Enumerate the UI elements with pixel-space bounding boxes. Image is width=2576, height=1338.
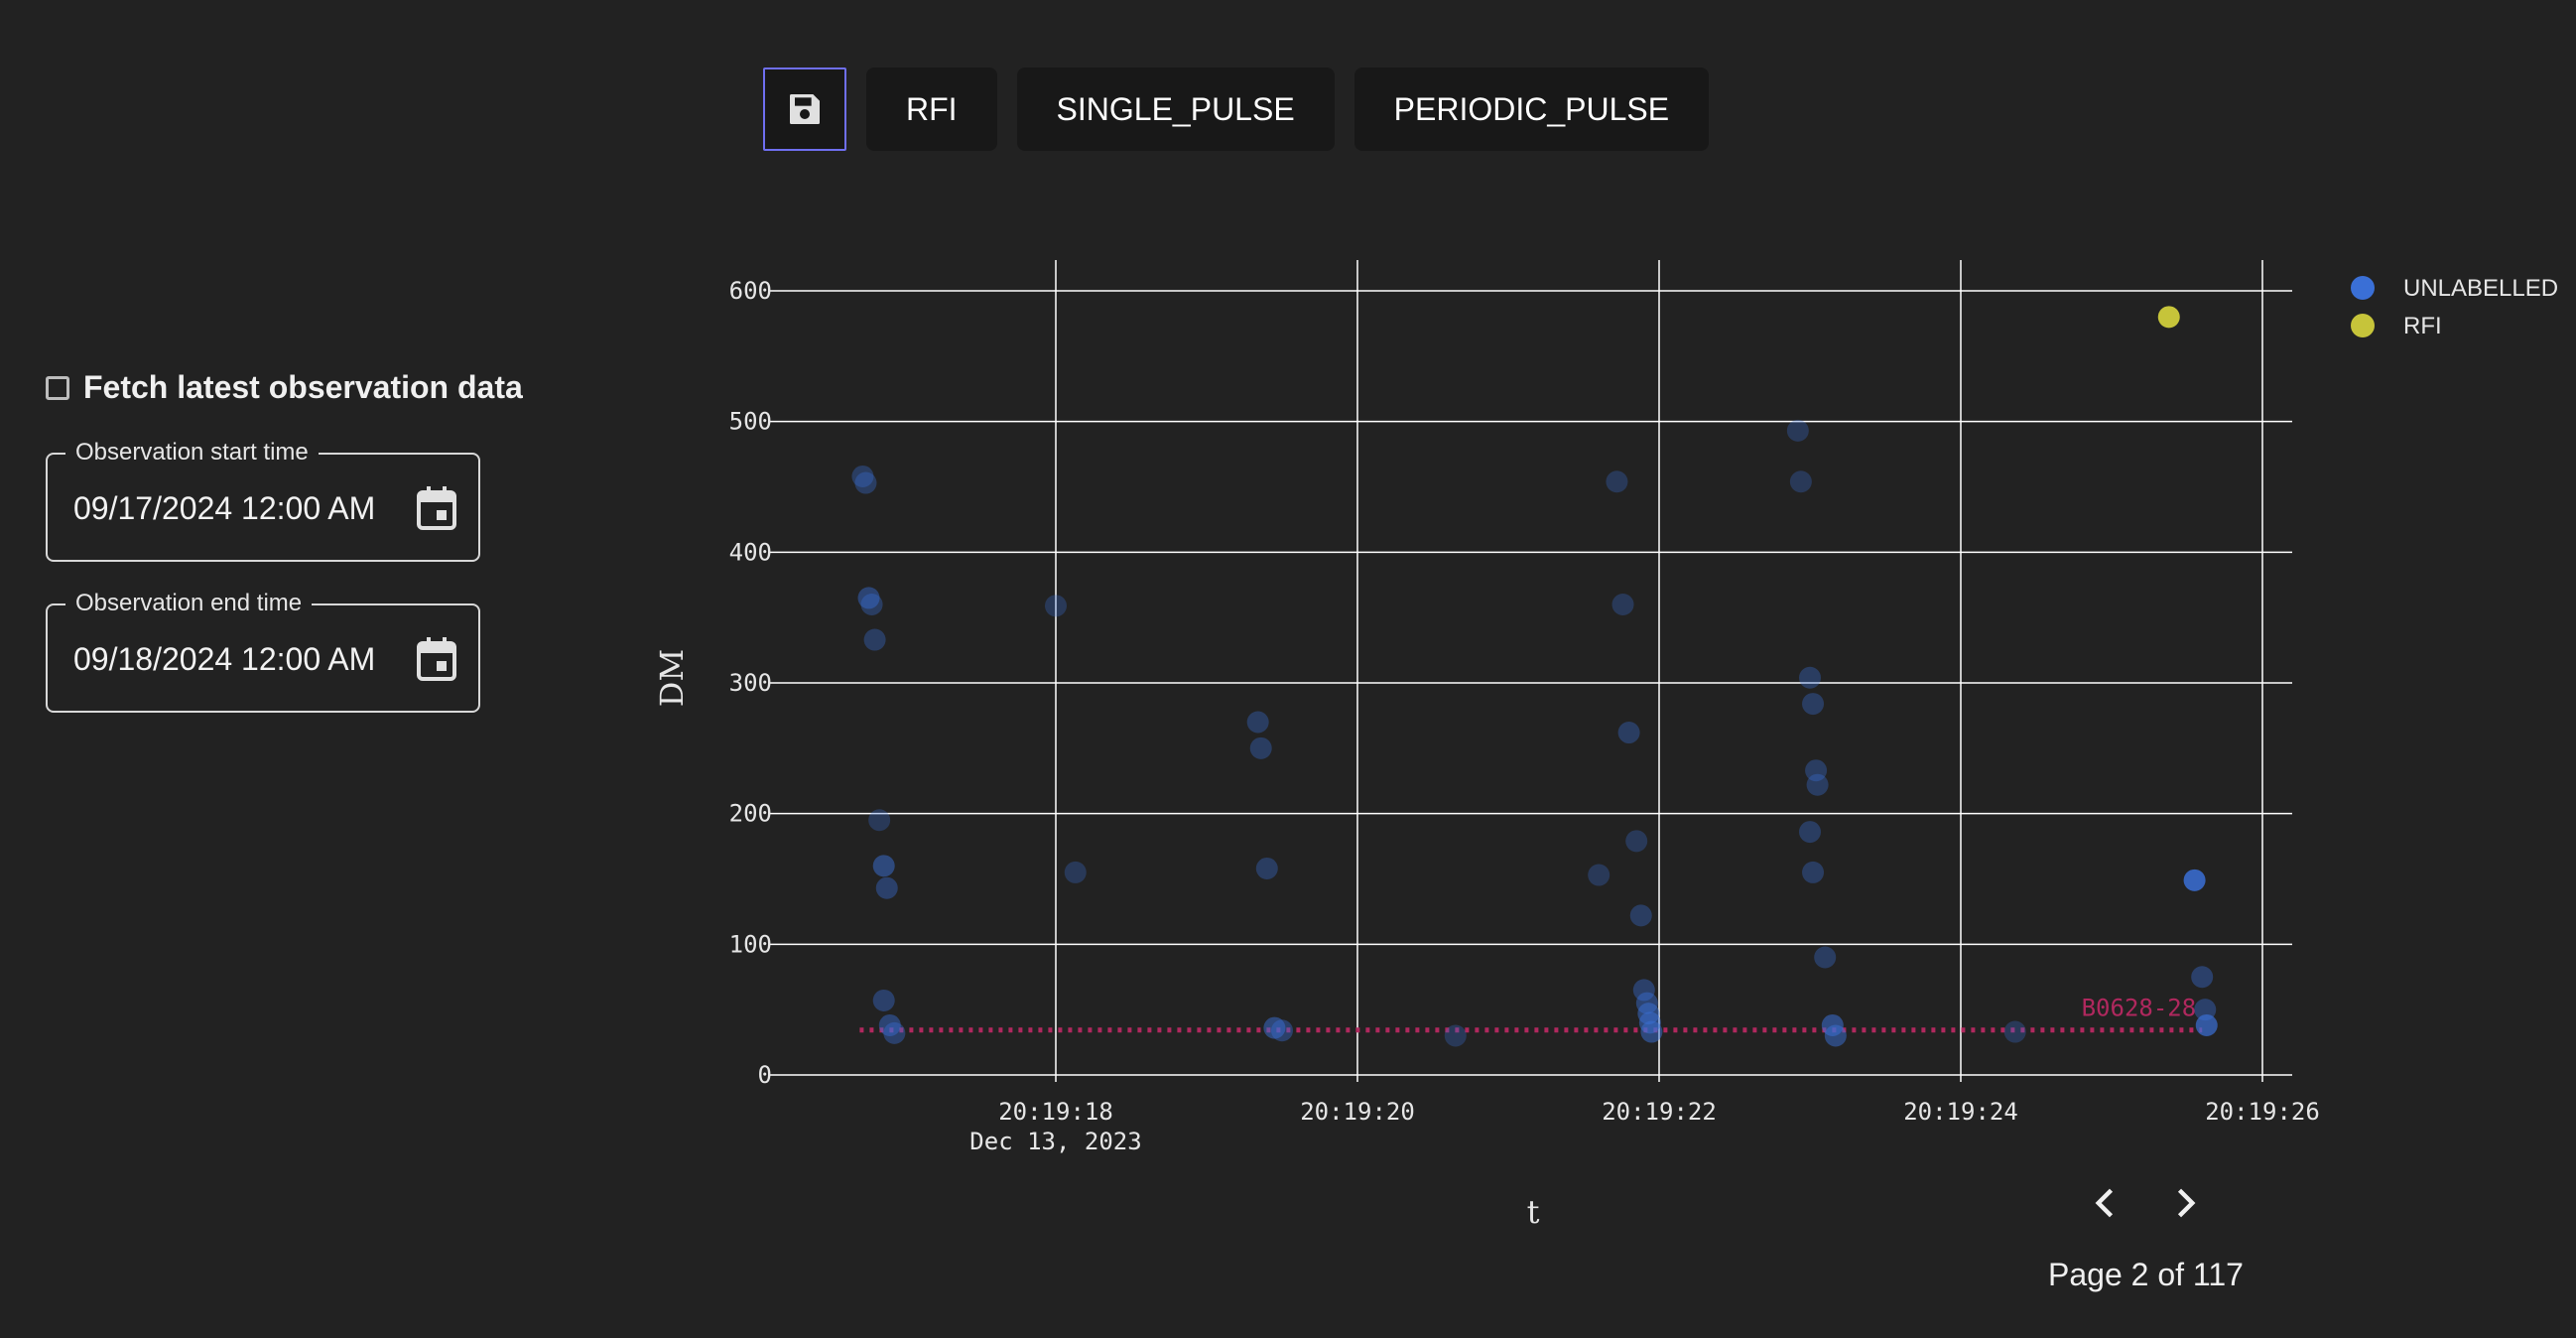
fetch-latest-row[interactable]: Fetch latest observation data	[46, 369, 523, 406]
data-point-unlabelled[interactable]	[878, 1013, 901, 1036]
data-point-unlabelled[interactable]	[1064, 861, 1087, 883]
legend-label[interactable]: UNLABELLED	[2403, 275, 2558, 302]
data-point-unlabelled[interactable]	[1263, 1016, 1286, 1039]
data-point-unlabelled[interactable]	[1255, 857, 1278, 879]
data-point-unlabelled[interactable]	[1799, 821, 1821, 844]
reference-line-label: B0628-28	[2082, 995, 2197, 1022]
chevron-left-icon	[2095, 1188, 2114, 1218]
data-point-unlabelled[interactable]	[2183, 869, 2206, 891]
x-tick-label: 20:19:22	[1602, 1098, 1717, 1126]
data-point-unlabelled[interactable]	[1802, 861, 1825, 883]
data-point-unlabelled[interactable]	[1045, 595, 1067, 617]
floppy-disk-icon	[790, 94, 820, 124]
y-tick-label: 0	[758, 1061, 772, 1089]
rfi-button[interactable]: RFI	[866, 67, 997, 151]
data-point-unlabelled[interactable]	[1625, 830, 1648, 853]
chart-legend[interactable]: UNLABELLED RFI	[2351, 275, 2558, 339]
data-point-unlabelled[interactable]	[1806, 773, 1829, 796]
reference-line-layer: B0628-28	[859, 995, 2203, 1033]
x-axis-date-label: Dec 13, 2023	[969, 1128, 1141, 1155]
y-tick-label: 200	[729, 800, 772, 828]
legend-label[interactable]: RFI	[2403, 313, 2442, 339]
x-axis-title: t	[1527, 1193, 1540, 1231]
legend-marker[interactable]	[2351, 276, 2375, 300]
periodic-pulse-button[interactable]: PERIODIC_PULSE	[1353, 67, 1710, 151]
data-point-unlabelled[interactable]	[1632, 979, 1655, 1002]
calendar-icon[interactable]	[417, 486, 456, 530]
data-point-unlabelled[interactable]	[1617, 722, 1640, 744]
data-point-unlabelled[interactable]	[1444, 1024, 1467, 1047]
data-point-unlabelled[interactable]	[1786, 419, 1809, 442]
chart-points[interactable]	[851, 306, 2218, 1047]
observation-start-label: Observation start time	[65, 439, 319, 467]
data-point-unlabelled[interactable]	[2195, 1013, 2218, 1036]
data-point-unlabelled[interactable]	[851, 465, 874, 487]
data-point-unlabelled[interactable]	[1824, 1024, 1847, 1047]
observation-start-value[interactable]: 09/17/2024 12:00 AM	[73, 490, 376, 526]
data-point-unlabelled[interactable]	[1640, 1020, 1663, 1043]
observation-end-label: Observation end time	[65, 590, 313, 617]
data-point-unlabelled[interactable]	[1805, 759, 1828, 782]
data-point-unlabelled[interactable]	[2191, 966, 2214, 989]
data-point-unlabelled[interactable]	[1814, 946, 1837, 969]
y-tick-label: 100	[729, 930, 772, 958]
y-axis-title: DM	[653, 649, 691, 707]
data-point-unlabelled[interactable]	[872, 855, 895, 877]
single-pulse-button[interactable]: SINGLE_PULSE	[1016, 67, 1335, 151]
data-point-unlabelled[interactable]	[883, 1021, 906, 1044]
x-tick-label: 20:19:24	[1903, 1098, 2018, 1126]
data-point-rfi[interactable]	[2157, 306, 2180, 329]
data-point-unlabelled[interactable]	[1249, 736, 1272, 759]
data-point-unlabelled[interactable]	[2003, 1020, 2026, 1043]
fetch-latest-checkbox[interactable]	[46, 375, 69, 400]
fetch-latest-label: Fetch latest observation data	[83, 369, 523, 405]
data-point-unlabelled[interactable]	[1606, 470, 1628, 493]
x-tick-label: 20:19:20	[1300, 1098, 1415, 1126]
data-point-unlabelled[interactable]	[1629, 904, 1652, 927]
calendar-icon[interactable]	[417, 637, 456, 681]
legend-marker[interactable]	[2351, 314, 2375, 337]
data-point-unlabelled[interactable]	[1802, 693, 1825, 716]
prev-page-button[interactable]	[2084, 1181, 2127, 1225]
observation-start-field[interactable]: Observation start time 09/17/2024 12:00 …	[46, 439, 480, 562]
data-point-unlabelled[interactable]	[860, 594, 883, 615]
data-point-unlabelled[interactable]	[872, 989, 895, 1011]
y-tick-label: 300	[729, 669, 772, 697]
data-point-unlabelled[interactable]	[1789, 470, 1812, 493]
chart-ticks: 0 100 200 300 400 500 600 20:19:18 20:19:20 20:19…	[729, 277, 2320, 1126]
data-point-unlabelled[interactable]	[875, 876, 898, 899]
observation-end-field[interactable]: Observation end time 09/18/2024 12:00 AM	[46, 590, 480, 713]
data-point-unlabelled[interactable]	[2194, 999, 2217, 1021]
data-point-unlabelled[interactable]	[1799, 666, 1821, 689]
y-tick-label: 500	[729, 408, 772, 436]
page-indicator: Page 2 of 117	[2048, 1257, 2244, 1292]
data-point-unlabelled[interactable]	[863, 628, 886, 651]
observation-end-value[interactable]: 09/18/2024 12:00 AM	[73, 641, 376, 677]
data-point-unlabelled[interactable]	[1246, 711, 1269, 734]
save-button[interactable]	[763, 67, 846, 151]
chevron-right-icon	[2177, 1188, 2196, 1218]
next-page-button[interactable]	[2163, 1181, 2207, 1225]
data-point-unlabelled[interactable]	[1611, 594, 1634, 615]
data-point-unlabelled[interactable]	[1588, 864, 1610, 886]
data-point-unlabelled[interactable]	[854, 471, 877, 494]
x-tick-label: 20:19:26	[2205, 1098, 2320, 1126]
x-tick-label: 20:19:18	[998, 1098, 1113, 1126]
chart-grid	[770, 260, 2292, 1082]
data-point-unlabelled[interactable]	[1271, 1019, 1293, 1042]
y-tick-label: 400	[729, 538, 772, 566]
data-point-unlabelled[interactable]	[868, 809, 891, 832]
y-tick-label: 600	[729, 277, 772, 305]
data-point-unlabelled[interactable]	[857, 587, 880, 609]
label-toolbar: RFI SINGLE_PULSE PERIODIC_PULSE	[763, 67, 1710, 151]
